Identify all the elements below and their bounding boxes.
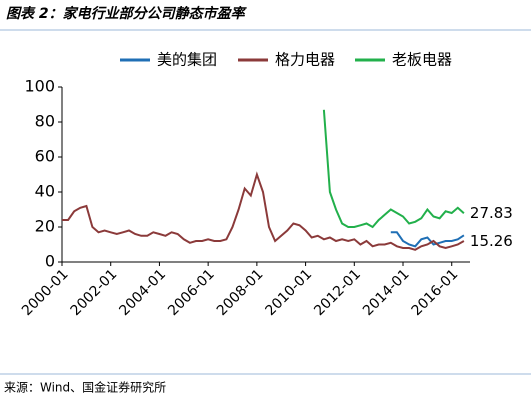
x-tick-label: 2012-01 xyxy=(311,266,364,319)
source: 来源：Wind、国金证券研究所 xyxy=(4,380,166,395)
legend-label: 格力电器 xyxy=(275,51,335,69)
legend-label: 美的集团 xyxy=(157,51,217,69)
end-value-label: 15.26 xyxy=(470,232,513,250)
y-tick-label: 0 xyxy=(45,252,55,271)
x-tick-label: 2014-01 xyxy=(360,266,413,319)
y-tick-label: 40 xyxy=(35,182,55,201)
chart-title: 图表 2：家电行业部分公司静态市盈率 xyxy=(6,5,248,22)
y-tick-label: 20 xyxy=(35,217,55,236)
end-value-label: 27.83 xyxy=(470,204,513,222)
series-line xyxy=(62,171,465,251)
legend-label: 老板电器 xyxy=(392,51,452,69)
y-tick-label: 60 xyxy=(35,147,55,166)
y-tick-label: 100 xyxy=(24,77,55,96)
y-tick-label: 80 xyxy=(35,112,55,131)
x-tick-label: 2016-01 xyxy=(409,266,462,319)
x-tick-label: 2006-01 xyxy=(165,266,218,319)
x-tick-label: 2008-01 xyxy=(214,266,267,319)
x-tick-label: 2000-01 xyxy=(19,266,72,319)
x-tick-label: 2010-01 xyxy=(263,266,316,319)
x-tick-label: 2004-01 xyxy=(116,266,169,319)
series-line xyxy=(322,109,465,229)
series-line xyxy=(390,231,465,248)
x-tick-label: 2002-01 xyxy=(68,266,121,319)
